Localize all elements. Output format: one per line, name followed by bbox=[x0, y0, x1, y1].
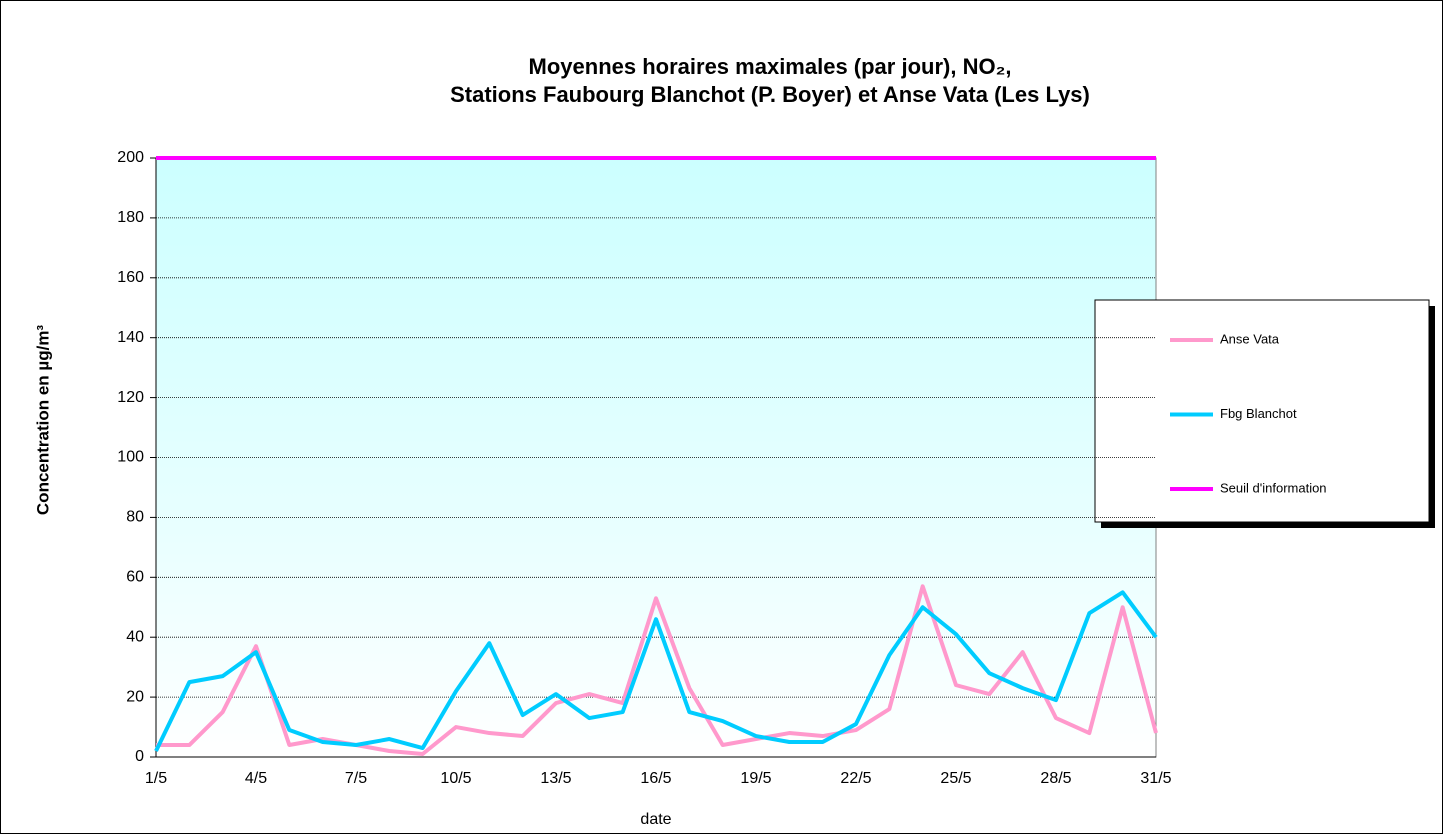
x-tick-label: 4/5 bbox=[245, 770, 267, 787]
x-tick-label: 13/5 bbox=[540, 770, 571, 787]
legend-label: Fbg Blanchot bbox=[1220, 406, 1297, 421]
x-tick-label: 22/5 bbox=[840, 770, 871, 787]
chart-title: Stations Faubourg Blanchot (P. Boyer) et… bbox=[450, 82, 1090, 107]
y-tick-label: 180 bbox=[117, 209, 144, 226]
y-tick-label: 120 bbox=[117, 389, 144, 406]
y-tick-label: 140 bbox=[117, 329, 144, 346]
y-tick-label: 40 bbox=[126, 628, 144, 645]
legend-box bbox=[1094, 299, 1430, 523]
x-tick-label: 10/5 bbox=[440, 770, 471, 787]
x-tick-label: 7/5 bbox=[345, 770, 367, 787]
y-axis-label: Concentration en µg/m³ bbox=[33, 325, 52, 516]
legend-label: Anse Vata bbox=[1220, 331, 1280, 346]
x-tick-label: 25/5 bbox=[940, 770, 971, 787]
x-tick-label: 19/5 bbox=[740, 770, 771, 787]
x-tick-label: 31/5 bbox=[1140, 770, 1171, 787]
x-axis-label: date bbox=[640, 811, 671, 828]
series-line bbox=[154, 590, 1158, 752]
x-tick-label: 28/5 bbox=[1040, 770, 1071, 787]
y-tick-label: 100 bbox=[117, 449, 144, 466]
y-tick-label: 0 bbox=[135, 748, 144, 765]
legend-label: Seuil d'information bbox=[1220, 480, 1327, 495]
y-tick-label: 160 bbox=[117, 269, 144, 286]
x-tick-label: 16/5 bbox=[640, 770, 671, 787]
x-tick-label: 1/5 bbox=[145, 770, 167, 787]
y-tick-label: 60 bbox=[126, 569, 144, 586]
legend: Anse Vata Fbg Blanchot Seuil d'information bbox=[1094, 299, 1435, 528]
y-tick-label: 20 bbox=[126, 688, 144, 705]
y-tick-label: 200 bbox=[117, 149, 144, 166]
series-line bbox=[156, 584, 1158, 757]
chart-title: Moyennes horaires maximales (par jour), … bbox=[529, 54, 1012, 79]
y-tick-label: 80 bbox=[126, 509, 144, 526]
